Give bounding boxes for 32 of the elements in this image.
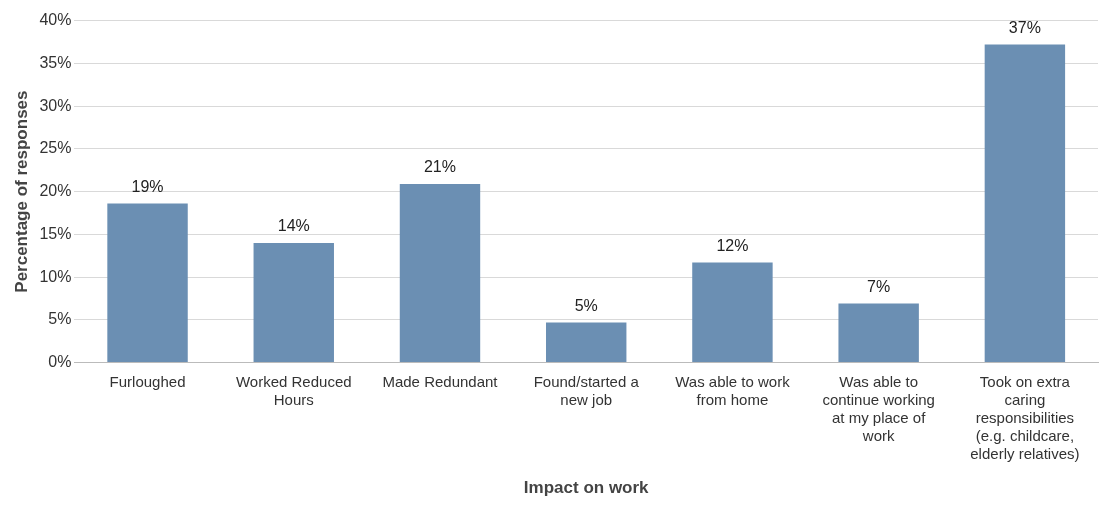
bar [692,262,773,363]
y-tick-label: 40% [39,11,72,29]
y-tick-label: 5% [48,310,72,328]
y-tick-label: 30% [39,96,72,114]
y-axis-title: Percentage of responses [11,90,31,293]
data-label: 14% [277,217,310,235]
x-tick-label: Took on extra caring responsibilities (e.g. childcare, elderly relatives) [970,372,1080,462]
y-tick-label: 35% [39,53,72,71]
y-tick-label: 15% [39,224,72,242]
data-label: 19% [131,177,164,195]
data-label: 21% [423,158,456,176]
y-tick-label: 0% [48,353,72,371]
bar [399,183,481,363]
data-label: 37% [1008,18,1041,36]
bar [838,303,919,363]
y-tick-label: 10% [39,267,72,285]
data-label: 12% [716,236,749,254]
bar [107,203,188,363]
x-tick-label: Made Redundant [382,372,499,390]
x-tick-label: Was able to work from home [675,372,791,408]
x-tick-label: Furloughed [109,372,186,390]
x-axis-title: Impact on work [523,478,650,498]
bar [253,242,334,363]
y-tick-label: 20% [39,182,72,200]
bar [984,44,1066,363]
x-tick-label: Found/started a new job [533,372,640,408]
bar [546,322,627,363]
data-label: 5% [574,296,598,314]
data-label: 7% [867,278,891,296]
x-tick-label: Was able to continue working at my place of work [822,372,935,444]
x-tick-label: Worked Reduced Hours [235,372,352,408]
y-tick-label: 25% [39,139,72,157]
